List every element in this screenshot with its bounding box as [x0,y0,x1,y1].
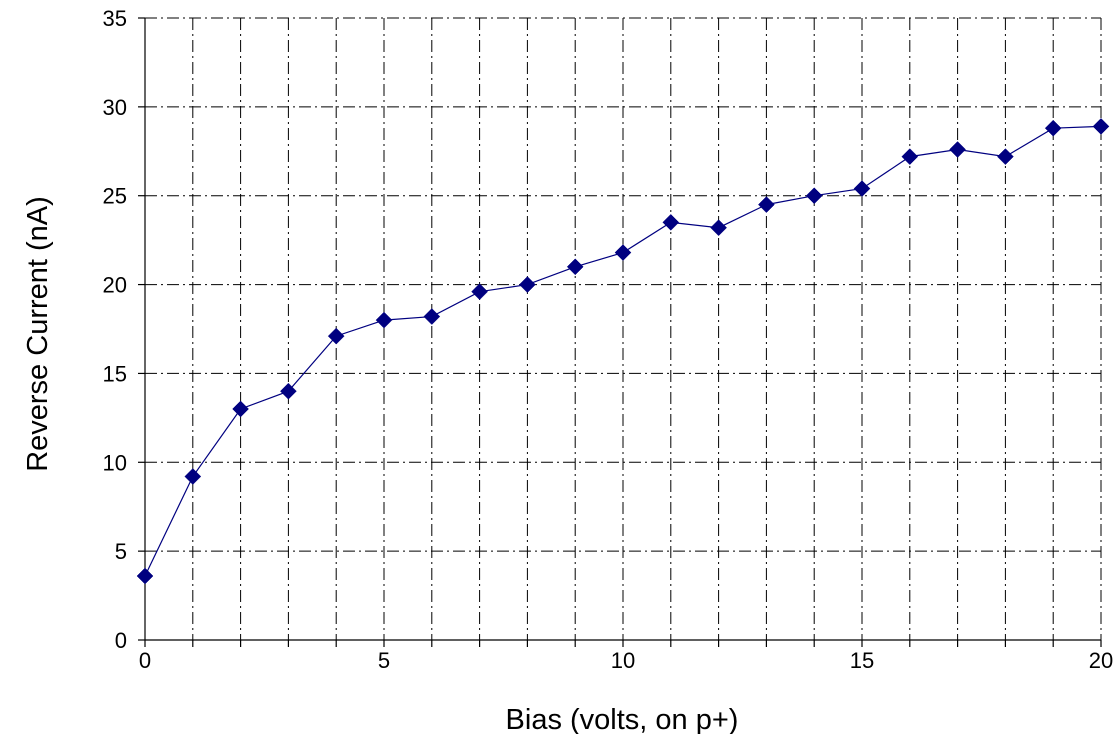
data-point [566,258,584,276]
y-tick-label: 15 [103,361,127,386]
data-point [758,196,775,213]
data-point [375,311,393,329]
axes [138,17,1102,647]
grid [145,17,1102,640]
data-point [949,141,966,158]
data-point [327,327,345,345]
data-point [1092,118,1110,135]
x-axis-title: Bias (volts, on p+) [506,704,739,734]
data-point [805,187,823,205]
data-point [710,219,727,237]
y-tick-label: 30 [103,95,127,120]
series [136,118,1110,585]
data-point [662,214,680,231]
x-tick-label: 10 [611,648,635,673]
y-tick-label: 5 [115,539,127,564]
x-tick-label: 0 [139,648,151,673]
data-point [423,308,441,325]
y-axis-title: Reverse Current (nA) [22,196,54,472]
data-point [280,382,297,400]
data-point [901,148,919,165]
x-tick-label: 15 [850,648,874,673]
data-point [519,276,536,293]
data-point [853,180,871,197]
data-point [614,244,632,261]
data-point [136,567,154,585]
data-point [471,283,488,301]
data-point [184,468,202,485]
x-tick-label: 20 [1089,648,1113,673]
y-tick-label: 35 [103,6,127,31]
y-tick-label: 20 [103,273,127,298]
y-tick-label: 10 [103,450,127,475]
data-point [997,148,1014,165]
data-point [1044,119,1062,137]
x-tick-labels: 0 5 10 15 20 [139,648,1113,673]
y-tick-labels: 0 5 10 15 20 25 30 35 [103,6,127,653]
x-tick-label: 5 [378,648,390,673]
y-tick-label: 25 [103,184,127,209]
y-tick-label: 0 [115,628,127,653]
data-point [232,400,249,418]
